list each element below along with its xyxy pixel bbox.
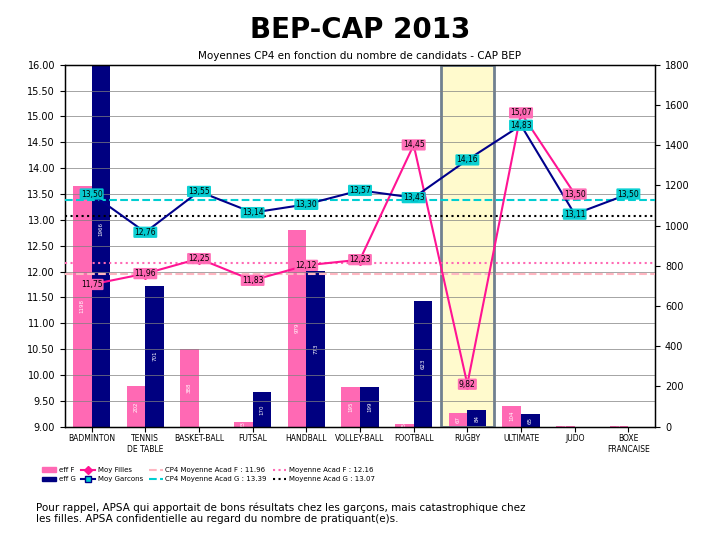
Text: 13,11: 13,11 (564, 210, 585, 219)
Bar (467, 410, 486, 427)
Text: 1: 1 (616, 425, 621, 428)
Text: 195: 195 (348, 402, 353, 412)
Text: 1: 1 (563, 425, 568, 428)
Text: 13,50: 13,50 (618, 190, 639, 199)
Bar (253, 393, 271, 427)
Text: 14,16: 14,16 (456, 156, 478, 164)
Text: 13,14: 13,14 (242, 208, 264, 217)
Text: 12,76: 12,76 (135, 228, 156, 237)
Bar (91, 31, 110, 427)
Legend: eff F, eff G, Moy Filles, Moy Garcons, CP4 Moyenne Acad F : 11.96, CP4 Moyenne A: eff F, eff G, Moy Filles, Moy Garcons, C… (40, 464, 378, 485)
Bar (395, 423, 414, 427)
Text: 84: 84 (474, 415, 480, 422)
Text: 199: 199 (367, 401, 372, 412)
Text: 623: 623 (420, 359, 426, 369)
Text: 13,50: 13,50 (81, 190, 102, 199)
Title: Moyennes CP4 en fonction du nombre de candidats - CAP BEP: Moyennes CP4 en fonction du nombre de ca… (199, 51, 521, 61)
Bar (234, 422, 253, 427)
Text: 12,12: 12,12 (296, 261, 317, 270)
Bar (521, 414, 540, 427)
Text: 12,23: 12,23 (349, 255, 371, 264)
Text: 979: 979 (294, 323, 300, 334)
Text: 701: 701 (152, 351, 157, 361)
Text: 12,25: 12,25 (188, 254, 210, 263)
Bar (127, 386, 145, 427)
Text: 202: 202 (133, 401, 138, 411)
Text: 14,45: 14,45 (402, 140, 425, 150)
Text: 13,43: 13,43 (402, 193, 425, 202)
Bar (341, 387, 360, 427)
Bar (414, 301, 433, 427)
Text: 23: 23 (240, 421, 246, 428)
Bar (287, 230, 306, 427)
Text: 65: 65 (528, 416, 533, 423)
Bar (449, 413, 467, 427)
Bar (360, 387, 379, 427)
Text: 388: 388 (187, 382, 192, 393)
Text: 773: 773 (313, 343, 318, 354)
Bar (73, 186, 91, 427)
Text: 13,57: 13,57 (349, 186, 371, 195)
Bar (503, 406, 521, 427)
Bar (306, 271, 325, 427)
Text: 170: 170 (259, 404, 264, 415)
Bar (145, 286, 164, 427)
Bar (180, 349, 199, 427)
Text: 13,30: 13,30 (295, 200, 318, 209)
Text: 104: 104 (509, 411, 514, 421)
Text: 11,96: 11,96 (135, 269, 156, 278)
Text: 13,55: 13,55 (188, 187, 210, 196)
Text: 9,82: 9,82 (459, 380, 476, 389)
Text: 15,07: 15,07 (510, 109, 532, 117)
Text: 11,83: 11,83 (242, 276, 264, 285)
Text: 1966: 1966 (99, 222, 104, 236)
Text: 67: 67 (456, 416, 461, 423)
Text: 11,75: 11,75 (81, 280, 102, 289)
Text: 1198: 1198 (80, 299, 85, 313)
Text: BEP-CAP 2013: BEP-CAP 2013 (250, 16, 470, 44)
Text: 15: 15 (402, 422, 407, 429)
Text: Pour rappel, APSA qui apportait de bons résultats chez les garçons, mais catastr: Pour rappel, APSA qui apportait de bons … (36, 502, 526, 524)
Bar (441, 65, 494, 427)
Bar (441, 65, 494, 427)
Text: 13,50: 13,50 (564, 190, 585, 199)
Text: 14,83: 14,83 (510, 121, 532, 130)
